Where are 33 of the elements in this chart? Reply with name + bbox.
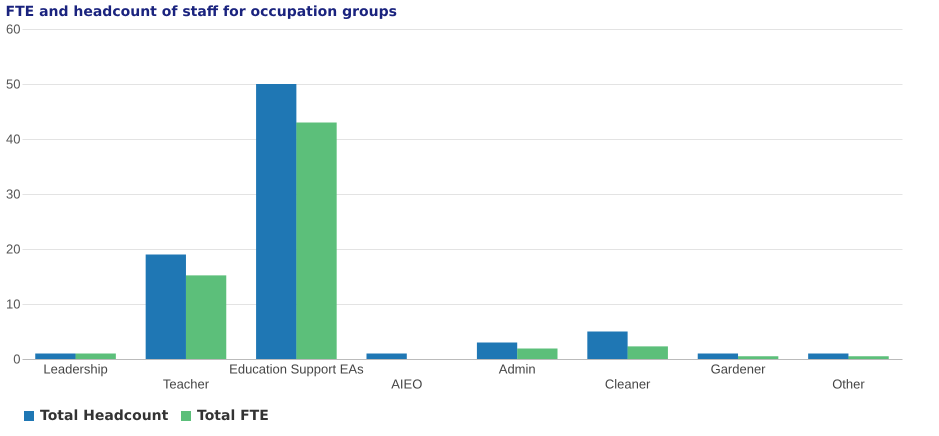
bar: [35, 354, 76, 359]
x-tick-label: AIEO: [391, 376, 422, 392]
chart-title: FTE and headcount of staff for occupation groups: [6, 4, 397, 20]
y-tick-label: 10: [6, 296, 20, 312]
bar: [587, 332, 628, 359]
bar: [517, 348, 558, 359]
bar: [628, 346, 668, 359]
y-tick-label: 0: [13, 352, 20, 366]
bar: [476, 342, 518, 359]
y-tick-label: 20: [6, 242, 20, 256]
legend-label: Total Headcount: [40, 408, 169, 424]
y-tick-label: 30: [6, 186, 20, 202]
y-tick-label: 50: [6, 76, 20, 92]
bar: [698, 354, 738, 359]
bar: [296, 122, 337, 359]
x-tick-label: Other: [832, 376, 866, 392]
legend-label: Total FTE: [197, 408, 269, 424]
bar: [76, 354, 116, 359]
bar: [848, 356, 889, 359]
x-tick-label: Admin: [498, 362, 536, 376]
x-tick-label: Teacher: [162, 376, 210, 392]
bar: [146, 254, 186, 359]
bar: [738, 356, 778, 359]
x-tick-label: Leadership: [43, 362, 108, 376]
y-tick-label: 40: [6, 132, 20, 146]
bar: [366, 354, 407, 359]
bar: [186, 275, 226, 359]
x-tick-label: Gardener: [710, 362, 766, 376]
x-tick-label: Cleaner: [604, 376, 652, 392]
bar: [256, 84, 296, 359]
x-tick-label: Education Support EAs: [229, 362, 364, 376]
y-tick-label: 60: [6, 22, 20, 36]
bar: [808, 354, 848, 359]
